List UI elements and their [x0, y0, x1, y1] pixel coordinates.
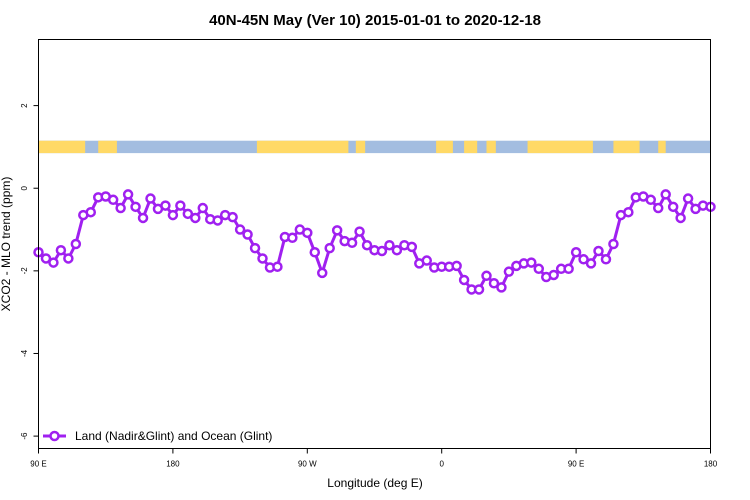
data-point-3	[55, 244, 67, 256]
data-point-22	[197, 202, 209, 214]
land-segment-8	[613, 140, 640, 154]
data-point-4	[63, 253, 74, 264]
y-tick-label-1: -4	[20, 349, 29, 357]
plot-frame	[38, 39, 711, 449]
data-point-12	[122, 189, 134, 200]
land-ocean-mask	[38, 140, 711, 154]
land-segment-4	[436, 140, 453, 154]
land-segment-6	[486, 140, 496, 154]
data-point-72	[570, 247, 582, 258]
data-point-26	[227, 211, 238, 223]
data-point-1	[40, 253, 52, 264]
data-point-13	[130, 201, 141, 213]
data-point-73	[578, 254, 589, 265]
legend-label: Land (Nadir&Glint) and Ocean (Glint)	[75, 429, 272, 443]
series-layer	[33, 189, 716, 295]
y-axis-label: XCO2 - MLO trend (ppm)	[0, 177, 13, 312]
data-point-40	[331, 225, 343, 236]
land-segment-2	[256, 140, 349, 154]
chart-title: 40N-45N May (Ver 10) 2015-01-01 to 2020-…	[209, 12, 541, 29]
data-point-57	[458, 274, 470, 286]
data-point-46	[376, 245, 388, 257]
x-tick-label-1: 180	[166, 460, 180, 469]
x-axis: 90 E 180 90 W 0 90 E 180	[30, 448, 718, 469]
data-point-74	[585, 258, 597, 269]
data-point-24	[212, 215, 223, 226]
data-point-17	[160, 200, 171, 211]
data-point-11	[115, 202, 126, 214]
data-point-38	[316, 267, 328, 279]
data-point-76	[600, 254, 612, 265]
data-point-28	[242, 229, 253, 240]
data-point-69	[548, 269, 559, 281]
data-point-50	[406, 241, 418, 253]
data-point-66	[526, 257, 537, 268]
data-point-18	[167, 209, 179, 221]
land-segment-1	[98, 140, 117, 154]
data-point-84	[660, 189, 671, 200]
data-point-60	[481, 270, 492, 282]
x-tick-label-4: 90 E	[568, 460, 584, 469]
ocean-band	[38, 140, 711, 154]
x-tick-label-2: 90 W	[298, 460, 317, 469]
land-segment-7	[527, 140, 593, 154]
data-point-47	[384, 239, 395, 251]
data-point-44	[361, 239, 373, 251]
land-segment-9	[658, 140, 666, 154]
data-point-75	[593, 245, 604, 257]
data-point-43	[354, 226, 365, 237]
y-axis: -6 -4 -2 0 2	[20, 103, 39, 440]
data-point-63	[503, 266, 515, 277]
land-segment-0	[38, 140, 86, 154]
legend-marker	[49, 430, 60, 442]
data-point-21	[190, 212, 201, 224]
x-axis-label: Longitude (deg E)	[327, 476, 422, 490]
data-point-36	[302, 227, 313, 239]
data-point-52	[421, 255, 433, 266]
data-point-32	[272, 261, 283, 272]
data-point-14	[137, 212, 149, 224]
data-point-61	[488, 277, 500, 289]
data-point-30	[257, 253, 268, 264]
data-point-34	[287, 232, 298, 244]
data-point-27	[234, 224, 246, 235]
data-point-83	[652, 202, 664, 214]
data-point-77	[608, 238, 619, 250]
land-segment-5	[464, 140, 478, 154]
data-point-15	[145, 193, 156, 204]
y-tick-label-4: 2	[20, 103, 29, 108]
land-segment-3	[355, 140, 366, 154]
data-point-79	[623, 206, 634, 218]
data-point-59	[473, 284, 485, 295]
data-point-39	[324, 242, 335, 254]
x-tick-label-3: 0	[439, 460, 444, 469]
y-tick-label-2: -2	[20, 267, 29, 275]
data-point-85	[667, 201, 679, 213]
data-point-2	[48, 257, 59, 268]
data-point-67	[533, 263, 545, 275]
data-point-71	[563, 263, 574, 275]
data-point-5	[70, 238, 82, 250]
data-point-56	[451, 260, 462, 272]
data-point-29	[249, 242, 261, 254]
x-tick-label-0: 90 E	[30, 460, 46, 469]
data-point-7	[85, 206, 97, 218]
data-point-19	[175, 200, 186, 211]
x-tick-label-5: 180	[704, 460, 718, 469]
y-tick-label-0: -6	[20, 432, 29, 440]
data-point-48	[391, 244, 403, 256]
data-point-86	[675, 212, 686, 224]
y-tick-label-3: 0	[20, 185, 29, 190]
data-point-10	[107, 194, 119, 206]
data-point-42	[346, 237, 358, 249]
data-point-37	[309, 247, 321, 258]
data-point-62	[496, 282, 507, 293]
data-point-82	[645, 194, 657, 206]
legend: Land (Nadir&Glint) and Ocean (Glint)	[43, 429, 272, 443]
data-point-20	[182, 208, 194, 220]
data-point-87	[682, 193, 694, 204]
